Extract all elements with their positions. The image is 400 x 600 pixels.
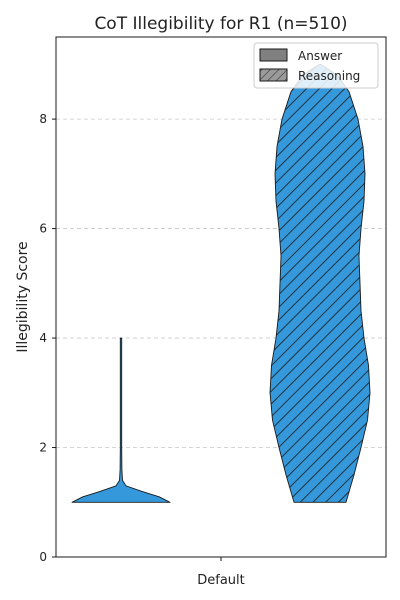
x-tick-label-default: Default (197, 573, 245, 588)
legend-label-answer: Answer (298, 49, 342, 63)
y-axis-label: Illegibility Score (15, 241, 31, 352)
chart-title: CoT Illegibility for R1 (n=510) (94, 14, 347, 34)
y-tick-label-2: 2 (39, 441, 47, 455)
y-tick-label-4: 4 (39, 331, 47, 345)
y-tick-label-0: 0 (39, 550, 47, 564)
y-tick-label-8: 8 (39, 112, 47, 126)
violin-reasoning (269, 63, 371, 503)
y-tick-label-6: 6 (39, 222, 47, 236)
legend-swatch-reasoning (259, 68, 288, 82)
violin-answer (71, 337, 171, 503)
legend-swatch-answer (259, 48, 288, 62)
y-axis-ticks: 0 2 4 6 8 (39, 112, 56, 564)
legend-label-reasoning: Reasoning (298, 69, 360, 83)
violins (71, 63, 371, 503)
legend: Answer Reasoning (253, 42, 379, 89)
